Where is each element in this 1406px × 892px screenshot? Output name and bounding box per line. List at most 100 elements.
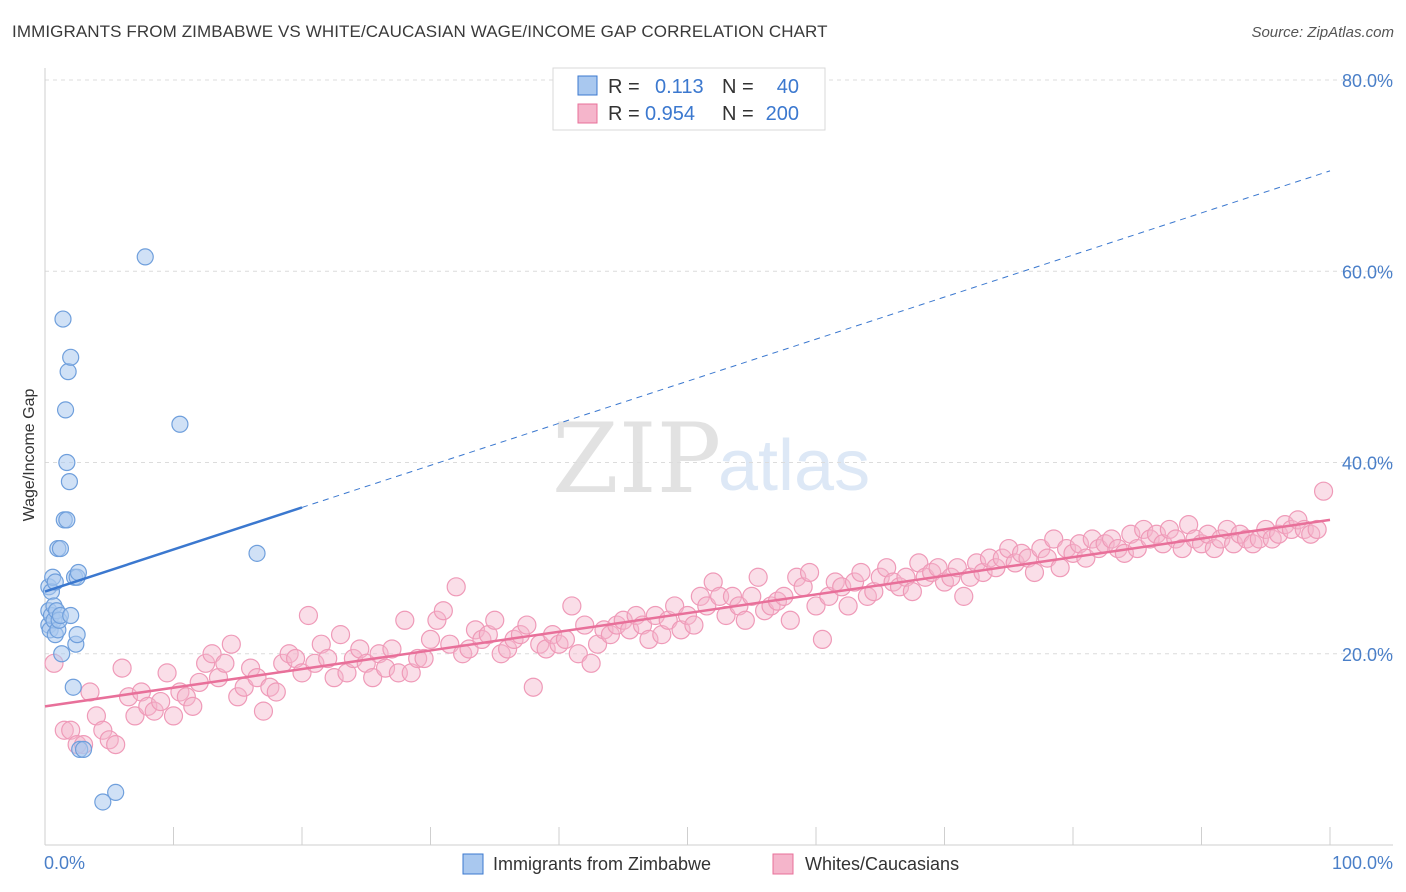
source-label: Source: ZipAtlas.com [1251,24,1394,41]
legend-blue-r-value: 0.113 [655,76,704,98]
pink-point [1268,524,1289,544]
y-axis-label: Wage/Income Gap [21,389,38,522]
pink-point [427,610,447,630]
pink-point [183,696,203,716]
pink-point [144,701,164,721]
pink-point [176,687,196,707]
x-tick-label-min: 0.0% [44,853,85,873]
blue-point [68,626,86,644]
pink-point [1172,538,1192,559]
pink-point [780,610,800,630]
pink-point [337,663,357,683]
pink-point [909,553,929,573]
grid-lines [45,79,1393,655]
pink-point [395,610,415,630]
axes [44,68,1393,846]
pink-point [446,577,466,597]
pink-point [414,648,434,669]
blue-point [58,453,76,472]
pink-point [684,615,704,635]
pink-point [555,629,576,650]
pink-point [1313,481,1334,501]
blue-point [74,740,93,758]
pink-point [652,625,672,645]
pink-point [902,581,922,602]
pink-point [215,653,235,673]
pink-point [221,634,241,654]
pink-point [774,586,794,606]
pink-point [844,572,865,592]
pink-point [1082,529,1102,549]
pink-point [587,634,608,654]
blue-point [51,539,70,558]
blue-point [58,511,76,529]
pink-point [517,615,537,635]
pink-point [1146,524,1167,544]
blue-point [53,645,71,663]
top-legend: R = 0.113 N = 40 R = 0.954 N = 200 [552,67,826,131]
pink-point [812,629,833,650]
bottom-legend-blue-swatch [462,853,484,875]
pink-point [600,625,621,645]
y-tick-label: 60.0% [1342,262,1393,282]
pink-point [1050,558,1070,578]
blue-point [59,363,77,381]
pink-point [1134,519,1154,540]
pink-point [735,610,755,630]
pink-point [363,668,383,688]
tick-labels: 20.0% 40.0% 60.0% 80.0% 0.0% 100.0% [44,71,1393,873]
pink-point [298,605,319,626]
pink-point [954,586,974,606]
pink-point [1204,538,1224,559]
blue-point [136,248,154,266]
watermark-zip: ZIP [552,403,721,515]
pink-point [202,644,222,664]
pink-point [1121,524,1141,544]
pink-point [163,706,184,726]
pink-point [61,720,81,740]
pink-point [266,682,286,702]
pink-point [1101,529,1122,549]
legend-pink-r-value: 0.954 [645,103,695,125]
y-tick-label: 20.0% [1342,645,1393,665]
pink-point [350,639,370,659]
bottom-legend-pink-label: Whites/Caucasians [805,854,959,874]
pink-point [748,567,768,587]
pink-point [568,644,588,664]
blue-point [107,783,125,802]
pink-point [196,653,216,673]
pink-point [485,610,505,630]
pink-point [523,677,543,697]
pink-point [420,629,441,650]
blue-trend-dashed [301,170,1331,508]
chart-title: IMMIGRANTS FROM ZIMBABWE VS WHITE/CAUCAS… [12,22,828,41]
pink-point [106,734,126,755]
pink-point [690,586,710,606]
pink-point [1179,515,1199,535]
pink-point [639,629,659,650]
pink-point [478,625,498,645]
blue-point [56,401,75,419]
pink-point [1044,529,1064,549]
blue-point [64,678,82,696]
pink-point [465,620,486,640]
whites-caucasians-points [44,481,1334,755]
pink-point [536,639,556,659]
pink-point [787,567,807,587]
pink-point [112,658,132,678]
watermark-atlas: atlas [718,426,870,506]
blue-point [60,473,79,491]
blue-trend-solid [44,506,303,593]
blue-point [94,793,112,811]
pink-point [1307,519,1327,540]
pink-point [581,653,601,673]
blue-point [171,415,189,433]
legend-pink-r-label: R = [608,103,640,125]
pink-point [1159,519,1179,540]
pink-point [93,720,113,740]
pink-point [433,601,453,621]
pink-point [1031,538,1051,559]
pink-point [1069,534,1090,554]
blue-point [62,348,80,366]
